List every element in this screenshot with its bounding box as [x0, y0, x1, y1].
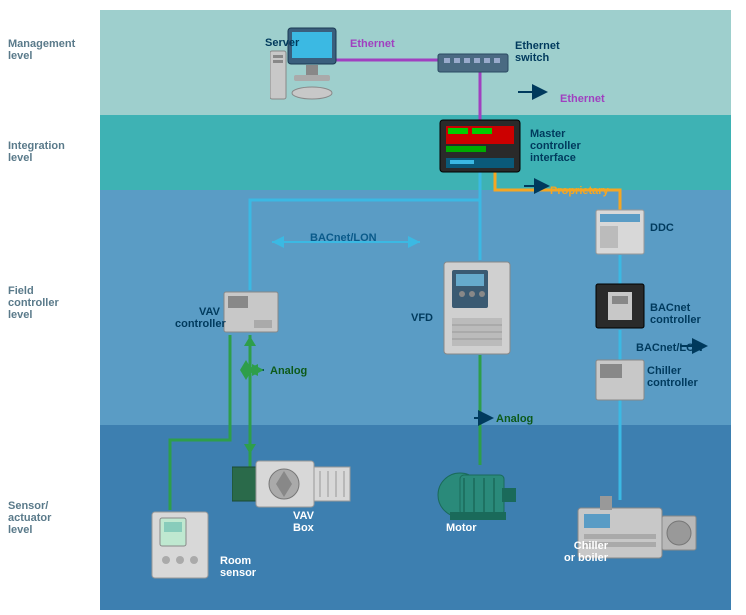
- conn-ethernet-2: Ethernet: [560, 93, 605, 105]
- band-integration: [100, 115, 731, 190]
- label-management: Managementlevel: [0, 38, 95, 62]
- label-chiller-controller: Chillercontroller: [647, 365, 698, 389]
- device-motor: [432, 460, 520, 522]
- label-chiller: Chilleror boiler: [558, 540, 608, 564]
- device-vfd: [440, 260, 515, 358]
- conn-bacnet-2: BACnet/LON: [636, 342, 703, 354]
- device-vav-controller: [222, 290, 280, 335]
- conn-proprietary: Proprietary: [550, 185, 609, 197]
- label-vfd: VFD: [411, 312, 433, 324]
- conn-analog-2: Analog: [496, 413, 533, 425]
- label-ddc: DDC: [650, 222, 674, 234]
- label-vav-box: VAVBox: [293, 510, 314, 534]
- device-chiller-controller: [594, 358, 646, 402]
- label-room-sensor: Roomsensor: [220, 555, 256, 579]
- label-sensor: Sensor/actuatorlevel: [0, 500, 95, 536]
- device-bacnet-controller: [594, 282, 646, 330]
- conn-ethernet-1: Ethernet: [350, 38, 395, 50]
- label-motor: Motor: [446, 522, 477, 534]
- label-server: Server: [265, 37, 299, 49]
- device-vav-box: [232, 455, 352, 513]
- label-ethernet-switch: Ethernetswitch: [515, 40, 560, 64]
- bms-architecture-diagram: Managementlevel Integrationlevel Fieldco…: [0, 0, 746, 615]
- band-management: [100, 10, 731, 115]
- conn-bacnet-1: BACnet/LON: [310, 232, 377, 244]
- device-ethernet-switch: [436, 48, 511, 78]
- label-bacnet-controller: BACnetcontroller: [650, 302, 701, 326]
- device-ddc: [594, 208, 646, 256]
- conn-analog-1: Analog: [270, 365, 307, 377]
- label-integration: Integrationlevel: [0, 140, 95, 164]
- device-room-sensor: [148, 508, 213, 583]
- device-master-controller: [438, 118, 523, 176]
- label-vav-controller: VAVcontroller: [175, 306, 220, 330]
- label-master-controller: Mastercontrollerinterface: [530, 128, 581, 164]
- label-field: Fieldcontrollerlevel: [0, 285, 95, 321]
